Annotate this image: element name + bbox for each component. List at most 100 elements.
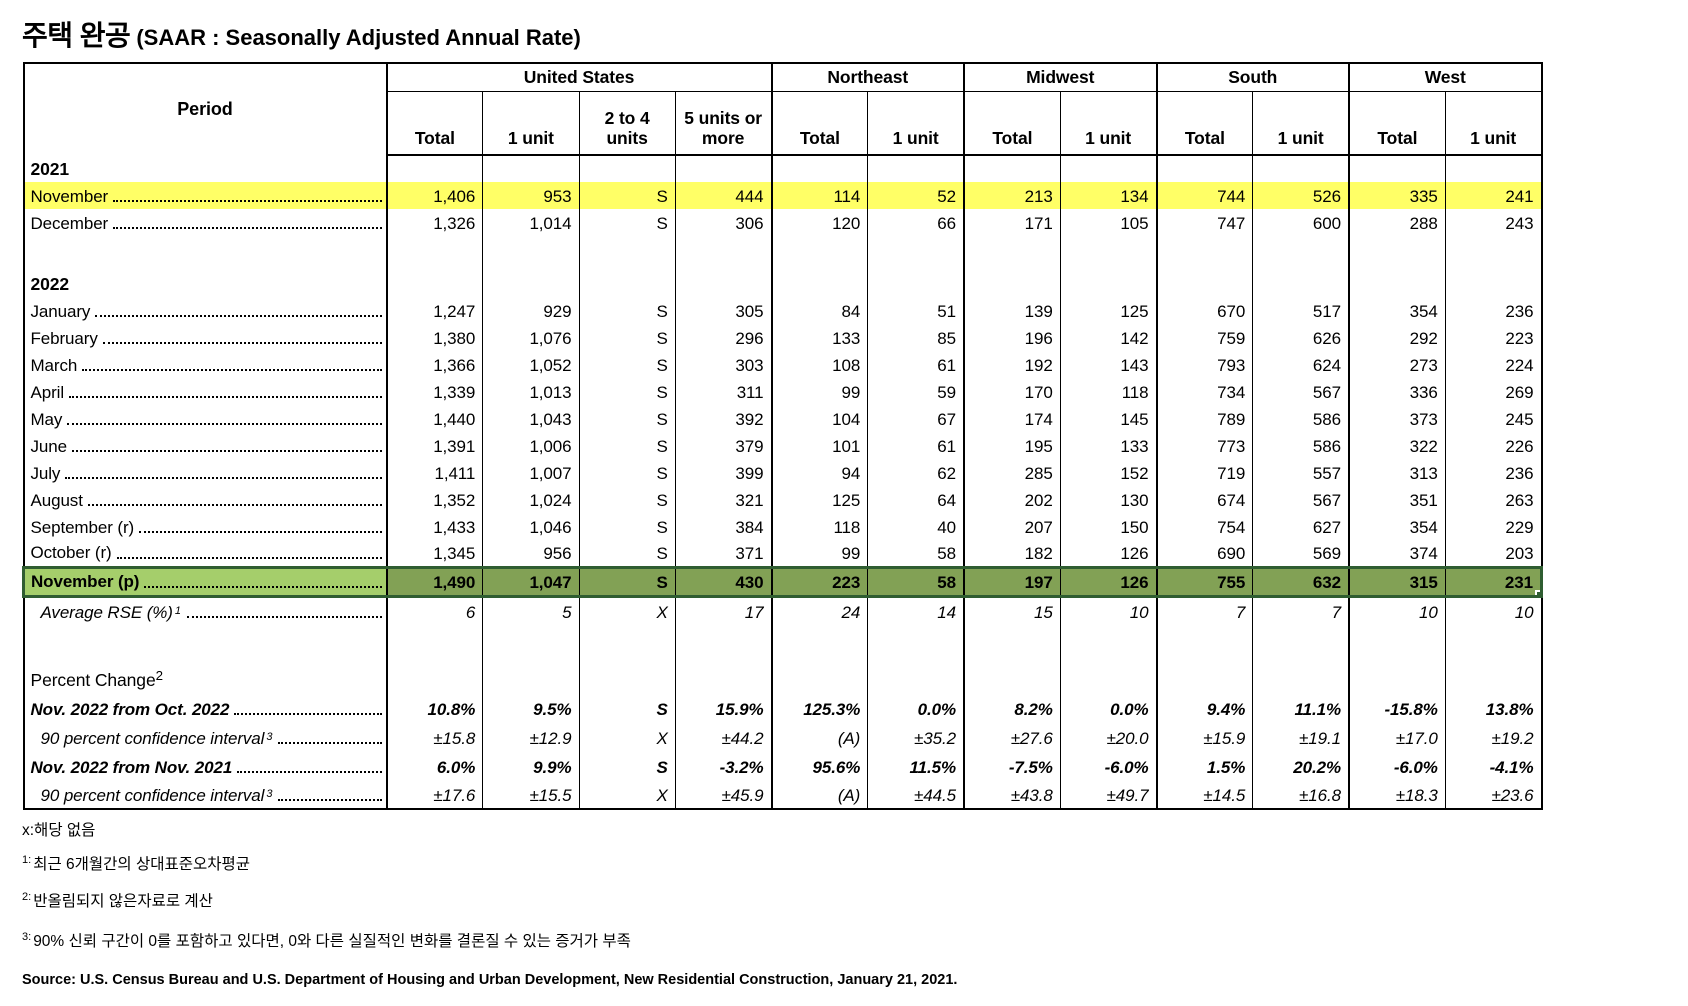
value-cell[interactable] <box>1349 236 1446 270</box>
value-cell[interactable]: 126 <box>1060 540 1158 567</box>
value-cell[interactable]: 152 <box>1060 459 1158 486</box>
value-cell[interactable]: ±19.2 <box>1491 729 1534 748</box>
value-cell[interactable]: S <box>579 513 676 540</box>
value-cell[interactable] <box>1445 665 1541 693</box>
value-cell[interactable]: 288 <box>1349 209 1446 236</box>
value-cell[interactable]: 1,326 <box>386 209 484 236</box>
value-cell[interactable]: ±23.6 <box>1491 786 1534 805</box>
value-cell[interactable] <box>1349 625 1446 665</box>
value-cell[interactable]: 226 <box>1505 437 1534 456</box>
period-cell[interactable]: April <box>23 378 388 405</box>
value-cell[interactable]: 118 <box>771 513 869 540</box>
value-cell[interactable]: 108 <box>771 351 869 378</box>
value-cell[interactable]: 1,047 <box>482 565 580 598</box>
period-cell[interactable]: February <box>23 324 388 351</box>
period-cell[interactable]: 2021 <box>23 155 388 182</box>
period-cell[interactable]: August <box>23 486 388 513</box>
value-cell[interactable]: -15.8% <box>1349 693 1446 722</box>
value-cell[interactable] <box>1060 625 1158 665</box>
value-cell[interactable]: 105 <box>1060 209 1158 236</box>
value-cell[interactable] <box>482 236 580 270</box>
period-cell[interactable]: July <box>23 459 388 486</box>
value-cell[interactable]: 1,366 <box>386 351 484 378</box>
value-cell[interactable]: 101 <box>771 432 869 459</box>
value-cell[interactable]: 52 <box>867 182 966 209</box>
value-cell[interactable]: 130 <box>1060 486 1158 513</box>
value-cell[interactable]: (A) <box>771 722 869 751</box>
value-cell[interactable]: ±16.8 <box>1252 780 1351 809</box>
value-cell[interactable]: 202 <box>964 486 1061 513</box>
value-cell[interactable]: 1,076 <box>482 324 580 351</box>
value-cell[interactable]: S <box>579 324 676 351</box>
value-cell[interactable] <box>771 236 869 270</box>
value-cell[interactable]: 627 <box>1252 513 1351 540</box>
value-cell[interactable]: 120 <box>771 209 869 236</box>
period-cell[interactable]: 90 percent confidence interval 3 <box>23 780 388 809</box>
value-cell[interactable]: 133 <box>771 324 869 351</box>
value-cell[interactable] <box>771 270 869 297</box>
value-cell[interactable]: 9.4% <box>1156 693 1254 722</box>
value-cell[interactable]: S <box>579 751 676 780</box>
value-cell[interactable]: 719 <box>1156 459 1254 486</box>
value-cell[interactable]: 143 <box>1060 351 1158 378</box>
value-cell[interactable]: 384 <box>675 513 773 540</box>
value-cell[interactable]: 99 <box>771 540 869 567</box>
value-cell[interactable]: 313 <box>1349 459 1446 486</box>
value-cell[interactable]: 182 <box>964 540 1061 567</box>
value-cell[interactable]: 61 <box>867 432 966 459</box>
period-cell[interactable]: October (r) <box>23 540 388 567</box>
value-cell[interactable] <box>386 625 484 665</box>
value-cell[interactable]: -7.5% <box>964 751 1061 780</box>
value-cell[interactable] <box>386 270 484 297</box>
value-cell[interactable] <box>867 270 966 297</box>
value-cell[interactable]: -3.2% <box>675 751 773 780</box>
value-cell[interactable]: 315 <box>1349 565 1446 598</box>
value-cell[interactable]: ±19.1 <box>1252 722 1351 751</box>
value-cell[interactable] <box>1156 665 1254 693</box>
value-cell[interactable] <box>579 155 676 182</box>
value-cell[interactable]: 10 <box>1514 603 1534 622</box>
value-cell[interactable]: -6.0% <box>1349 751 1446 780</box>
value-cell[interactable]: 306 <box>675 209 773 236</box>
value-cell[interactable] <box>482 625 580 665</box>
value-cell[interactable] <box>1156 270 1254 297</box>
value-cell[interactable]: 1,006 <box>482 432 580 459</box>
value-cell[interactable]: 399 <box>675 459 773 486</box>
value-cell[interactable]: 336 <box>1349 378 1446 405</box>
value-cell[interactable]: S <box>579 565 676 598</box>
period-cell[interactable]: September (r) <box>23 513 388 540</box>
value-cell[interactable]: 1,406 <box>386 182 484 209</box>
value-cell[interactable] <box>579 236 676 270</box>
value-cell[interactable]: 236 <box>1505 302 1534 321</box>
value-cell[interactable]: 1,352 <box>386 486 484 513</box>
value-cell[interactable] <box>1156 236 1254 270</box>
value-cell[interactable]: 58 <box>867 565 966 598</box>
value-cell[interactable]: 114 <box>771 182 869 209</box>
value-cell[interactable]: 61 <box>867 351 966 378</box>
value-cell[interactable]: 1,014 <box>482 209 580 236</box>
period-cell[interactable]: 90 percent confidence interval 3 <box>23 722 388 751</box>
value-cell[interactable] <box>1252 625 1351 665</box>
value-cell[interactable] <box>482 665 580 693</box>
value-cell[interactable]: 10.8% <box>386 693 484 722</box>
value-cell[interactable]: X <box>579 780 676 809</box>
value-cell[interactable]: 371 <box>675 540 773 567</box>
value-cell[interactable]: S <box>579 405 676 432</box>
value-cell[interactable]: 126 <box>1060 565 1158 598</box>
value-cell[interactable] <box>386 236 484 270</box>
value-cell[interactable]: 17 <box>675 596 773 625</box>
value-cell[interactable] <box>771 155 869 182</box>
value-cell[interactable]: ±35.2 <box>867 722 966 751</box>
value-cell[interactable]: 929 <box>482 297 580 324</box>
value-cell[interactable]: ±43.8 <box>964 780 1061 809</box>
period-cell[interactable]: 2022 <box>23 270 388 297</box>
value-cell[interactable]: 62 <box>867 459 966 486</box>
value-cell[interactable]: ±20.0 <box>1060 722 1158 751</box>
value-cell[interactable]: 241 <box>1445 182 1542 209</box>
value-cell[interactable]: S <box>579 209 676 236</box>
value-cell[interactable]: 196 <box>964 324 1061 351</box>
value-cell[interactable]: 322 <box>1349 432 1446 459</box>
period-cell[interactable]: June <box>23 432 388 459</box>
value-cell[interactable]: 174 <box>964 405 1061 432</box>
value-cell[interactable]: 600 <box>1252 209 1351 236</box>
